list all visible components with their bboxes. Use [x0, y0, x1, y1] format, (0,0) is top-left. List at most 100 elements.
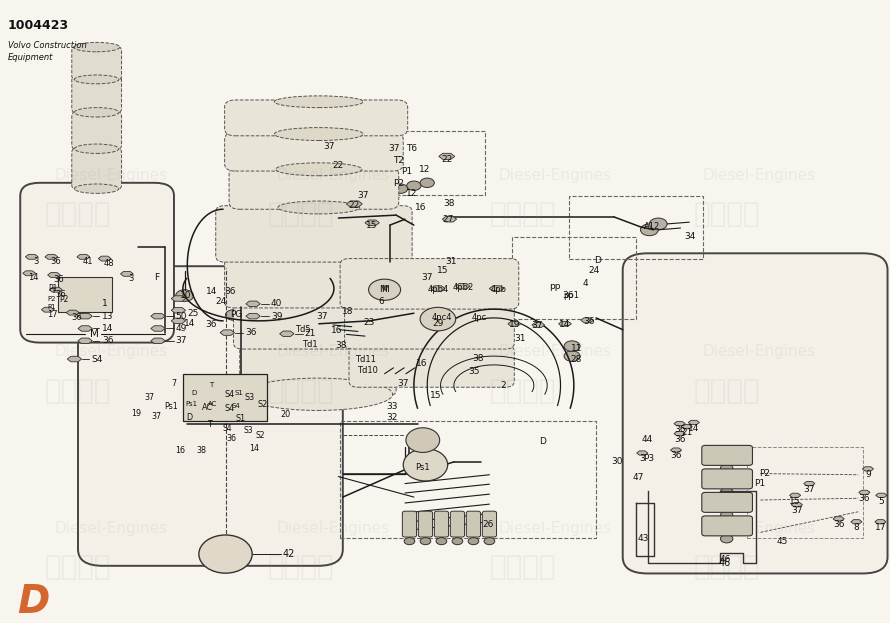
Polygon shape	[439, 153, 455, 159]
Text: 34: 34	[684, 232, 696, 241]
Text: 36: 36	[245, 328, 256, 337]
Text: 紧发动力: 紧发动力	[267, 201, 334, 229]
Polygon shape	[42, 307, 54, 312]
Bar	[294, 307, 381, 348]
Text: 19: 19	[508, 320, 520, 330]
Polygon shape	[78, 313, 93, 319]
Polygon shape	[23, 271, 36, 276]
Text: 38: 38	[443, 199, 454, 208]
Text: F: F	[154, 273, 158, 282]
Polygon shape	[532, 323, 545, 328]
Text: 紧发动力: 紧发动力	[694, 553, 760, 581]
Text: 38: 38	[472, 354, 483, 363]
Text: 3: 3	[129, 274, 134, 283]
Text: 9: 9	[865, 470, 870, 479]
Text: 37: 37	[422, 273, 433, 282]
Text: 50: 50	[175, 312, 187, 321]
Bar	[343, 131, 485, 194]
FancyBboxPatch shape	[349, 346, 514, 388]
Text: Td11: Td11	[354, 354, 376, 364]
Polygon shape	[442, 216, 457, 222]
Text: 紧发动力: 紧发动力	[694, 377, 760, 405]
Ellipse shape	[406, 428, 440, 452]
Bar	[340, 421, 596, 538]
Text: M: M	[381, 285, 388, 294]
Polygon shape	[508, 321, 521, 326]
Text: 40: 40	[271, 299, 282, 308]
Text: 15: 15	[789, 497, 801, 506]
Text: 37: 37	[317, 312, 328, 321]
Polygon shape	[150, 338, 166, 343]
FancyBboxPatch shape	[72, 111, 122, 150]
Ellipse shape	[278, 201, 360, 214]
Polygon shape	[859, 490, 870, 495]
Text: 16: 16	[175, 445, 185, 455]
Circle shape	[721, 511, 732, 520]
Text: 47: 47	[633, 473, 644, 482]
Text: 15: 15	[431, 391, 441, 400]
Text: 8: 8	[854, 523, 860, 532]
Text: 24: 24	[588, 267, 600, 275]
Text: P2: P2	[47, 296, 56, 302]
Circle shape	[200, 381, 209, 388]
Text: D: D	[539, 437, 546, 446]
Circle shape	[564, 351, 580, 361]
Text: Diesel-Engines: Diesel-Engines	[498, 168, 611, 183]
FancyBboxPatch shape	[233, 305, 403, 349]
Text: 38: 38	[336, 341, 347, 350]
Polygon shape	[45, 254, 58, 259]
Text: 36: 36	[833, 520, 845, 529]
Text: 37: 37	[531, 321, 543, 330]
Text: Diesel-Engines: Diesel-Engines	[54, 521, 167, 536]
Circle shape	[185, 394, 194, 400]
Text: 2: 2	[501, 381, 506, 390]
Text: P1: P1	[48, 284, 58, 293]
Text: 26: 26	[482, 520, 493, 529]
Text: 19: 19	[131, 409, 141, 417]
Text: Td5: Td5	[295, 325, 311, 334]
Text: 43: 43	[637, 535, 649, 543]
Text: pp1: pp1	[563, 291, 579, 300]
Circle shape	[650, 218, 668, 230]
Text: Diesel-Engines: Diesel-Engines	[703, 168, 816, 183]
Text: S4: S4	[231, 403, 240, 409]
Ellipse shape	[274, 128, 363, 141]
Text: 紧发动力: 紧发动力	[490, 201, 556, 229]
Polygon shape	[150, 326, 166, 331]
Text: 3: 3	[34, 257, 39, 266]
Text: 11: 11	[570, 344, 582, 353]
Text: 46: 46	[719, 558, 731, 568]
Text: 紧发动力: 紧发动力	[267, 553, 334, 581]
Text: 37: 37	[389, 145, 400, 153]
Polygon shape	[681, 424, 692, 429]
Text: D: D	[191, 389, 197, 396]
Circle shape	[221, 381, 230, 388]
Polygon shape	[875, 520, 886, 524]
Text: AC: AC	[202, 402, 214, 412]
Circle shape	[368, 279, 400, 300]
Text: P2: P2	[59, 295, 69, 304]
Bar	[512, 237, 636, 319]
Polygon shape	[804, 482, 815, 486]
Text: 22: 22	[349, 201, 360, 209]
Text: T2: T2	[393, 156, 404, 165]
Text: 42: 42	[282, 549, 295, 559]
Circle shape	[371, 353, 389, 365]
FancyBboxPatch shape	[466, 511, 481, 537]
Polygon shape	[78, 301, 93, 307]
Ellipse shape	[74, 42, 120, 52]
Text: Diesel-Engines: Diesel-Engines	[276, 345, 389, 359]
Polygon shape	[279, 331, 294, 336]
Text: 22: 22	[441, 155, 452, 164]
Ellipse shape	[75, 184, 119, 193]
Text: 37: 37	[145, 392, 155, 402]
Text: 20: 20	[280, 411, 290, 419]
Circle shape	[721, 488, 732, 496]
Text: PG: PG	[230, 310, 242, 320]
Circle shape	[323, 325, 339, 335]
Text: T: T	[207, 421, 212, 429]
Text: 36: 36	[227, 434, 237, 443]
FancyBboxPatch shape	[224, 257, 412, 308]
FancyBboxPatch shape	[224, 132, 403, 171]
Polygon shape	[78, 326, 93, 331]
